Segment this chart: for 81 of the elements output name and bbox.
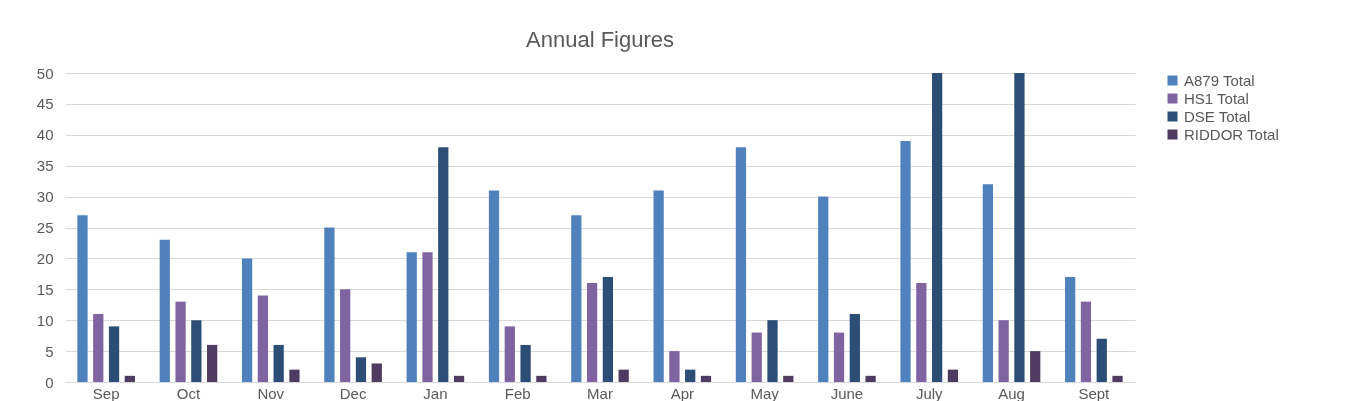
y-tick-label: 25 — [36, 219, 54, 236]
bar — [982, 184, 993, 382]
bar — [931, 73, 943, 382]
y-tick-label: 20 — [36, 249, 54, 267]
chart-title: Annual Figures — [526, 27, 674, 52]
x-tick-label: June — [830, 384, 864, 401]
bar — [818, 196, 829, 382]
x-tick-label: Feb — [504, 384, 531, 401]
y-tick-label: 15 — [36, 280, 54, 298]
bar — [833, 332, 845, 382]
bar — [900, 140, 911, 382]
y-tick-label: 45 — [36, 95, 54, 113]
bar — [241, 258, 253, 382]
bar — [998, 320, 1009, 382]
bar — [1080, 301, 1092, 382]
x-tick-label: Nov — [257, 384, 285, 401]
bar — [536, 375, 547, 382]
bar — [618, 369, 629, 382]
x-tick-label: Mar — [587, 384, 613, 401]
bar — [916, 283, 927, 382]
y-tick-label: 30 — [36, 188, 54, 206]
bar — [159, 239, 170, 382]
legend-label: RIDDOR Total — [1184, 125, 1279, 143]
bar — [422, 252, 433, 382]
bar — [1014, 73, 1025, 382]
bar — [783, 375, 794, 382]
legend-label: A879 Total — [1184, 71, 1255, 89]
bar — [273, 344, 284, 382]
legend-label: HS1 Total — [1184, 89, 1249, 107]
bar — [700, 375, 712, 382]
x-tick-label: Sept — [1078, 384, 1111, 401]
x-tick-label: Oct — [176, 384, 201, 401]
y-tick-label: 0 — [45, 373, 54, 391]
bar — [1112, 375, 1123, 382]
bar — [865, 375, 876, 382]
bar — [751, 332, 762, 382]
bar — [93, 314, 104, 382]
bar — [669, 351, 680, 382]
x-tick-label: Sep — [92, 384, 120, 401]
bar — [77, 215, 88, 382]
bar — [849, 314, 860, 382]
bar — [124, 375, 135, 382]
x-tick-label: Apr — [670, 384, 694, 401]
bar — [191, 320, 202, 382]
legend-label: DSE Total — [1184, 107, 1251, 125]
bar — [767, 320, 778, 382]
bar — [355, 357, 367, 382]
x-tick-label: Jan — [423, 384, 448, 401]
bar — [324, 227, 335, 382]
bar — [947, 369, 959, 382]
bar — [289, 369, 300, 382]
bar — [504, 326, 515, 382]
bar — [371, 363, 382, 382]
bar — [438, 147, 449, 382]
y-tick-label: 35 — [36, 157, 54, 175]
x-tick-label: Dec — [339, 384, 367, 401]
bar — [340, 289, 351, 382]
bar — [108, 326, 120, 382]
x-tick-label: July — [915, 384, 944, 401]
bar — [653, 190, 664, 382]
y-tick-label: 10 — [36, 311, 54, 329]
bar — [685, 369, 696, 382]
bar — [1065, 276, 1076, 382]
bar — [257, 295, 269, 382]
x-tick-label: May — [750, 384, 780, 401]
bar — [571, 215, 582, 382]
bar — [406, 252, 417, 382]
bar — [1030, 351, 1041, 382]
bar — [1096, 338, 1107, 382]
y-tick-label: 50 — [36, 64, 54, 82]
bar — [453, 375, 465, 382]
x-tick-label: Aug — [998, 384, 1025, 401]
y-tick-label: 5 — [45, 342, 54, 360]
bar — [586, 283, 598, 382]
bar — [207, 344, 218, 382]
bar — [175, 301, 186, 382]
bar — [520, 344, 531, 382]
y-tick-label: 40 — [36, 126, 54, 144]
bar — [488, 190, 500, 382]
bar — [735, 147, 747, 382]
bar — [602, 276, 614, 382]
